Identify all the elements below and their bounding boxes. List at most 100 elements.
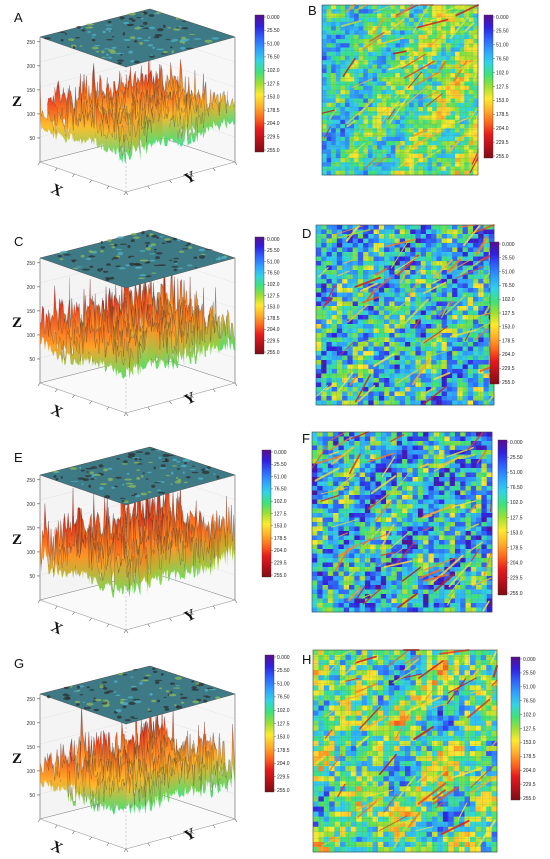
heatmap-cell xyxy=(386,94,392,99)
top-texture-spot xyxy=(100,250,104,253)
top-texture-spot xyxy=(119,497,126,499)
heatmap-cell xyxy=(418,170,424,176)
top-texture-spot xyxy=(131,457,140,458)
heatmap-cell xyxy=(465,490,472,496)
surface-mesh-line xyxy=(105,509,192,571)
heatmap-cell xyxy=(352,378,359,383)
colorbar-tick-label: 0.000 xyxy=(502,242,515,248)
heatmap-cell xyxy=(478,396,484,401)
heatmap-cell xyxy=(375,463,382,469)
heatmap-cell xyxy=(375,481,382,487)
heatmap-cell xyxy=(338,459,345,464)
heatmap-cell xyxy=(349,499,355,505)
heatmap-cell xyxy=(389,265,395,271)
heatmap-cell xyxy=(395,26,401,31)
heatmap-cell xyxy=(412,567,419,572)
heatmap-cell xyxy=(404,94,410,99)
top-texture-spot xyxy=(194,267,198,269)
heatmap-cell xyxy=(326,166,332,172)
heatmap-cell xyxy=(359,517,366,523)
y-tick xyxy=(125,191,129,196)
heatmap-cell xyxy=(457,283,463,289)
heatmap-cell xyxy=(445,22,451,27)
top-texture-spot xyxy=(181,27,189,30)
heatmap-cell xyxy=(372,119,378,125)
heatmap-cell xyxy=(449,558,456,563)
heatmap-cell xyxy=(420,346,427,352)
heatmap-cell xyxy=(338,504,345,509)
heatmap-cell xyxy=(386,34,392,40)
heatmap-cell xyxy=(455,132,460,138)
heatmap-cell xyxy=(449,576,456,581)
heatmap-cell xyxy=(415,225,422,230)
heatmap-cell xyxy=(417,499,424,505)
heatmap-cell xyxy=(415,396,422,401)
heatmap-cell xyxy=(441,9,447,14)
heatmap-cell xyxy=(394,261,401,266)
heatmap-cell xyxy=(468,17,474,23)
top-texture-spot xyxy=(125,264,131,267)
heatmap-cell xyxy=(409,47,415,53)
heatmap-cell xyxy=(432,107,438,112)
heatmap-cell xyxy=(326,256,333,262)
heatmap-cell xyxy=(389,315,395,320)
heatmap-cell xyxy=(481,531,487,536)
heatmap-cell xyxy=(378,369,385,374)
heatmap-cell xyxy=(372,111,378,116)
heatmap-cell xyxy=(335,158,341,163)
heatmap-cell xyxy=(335,94,341,99)
heatmap-cell xyxy=(327,567,334,572)
heatmap-cell xyxy=(354,576,360,581)
heatmap-cell xyxy=(441,324,448,329)
heatmap-cell xyxy=(372,34,378,40)
heatmap-cell xyxy=(354,499,360,505)
heatmap-cell xyxy=(400,132,405,138)
heatmap-cell xyxy=(370,495,376,500)
heatmap-cell xyxy=(467,292,474,298)
top-texture-spot xyxy=(180,46,186,50)
heatmap-cell xyxy=(316,301,322,307)
heatmap-cell xyxy=(460,477,466,482)
heatmap-cell xyxy=(459,5,465,10)
heatmap-cell xyxy=(422,73,428,78)
heatmap-cell xyxy=(460,472,466,478)
heatmap-cell xyxy=(352,292,359,298)
heatmap-cell xyxy=(418,26,424,31)
y-tick xyxy=(125,848,129,853)
heatmap-cell xyxy=(378,373,385,379)
heatmap-cell xyxy=(377,68,382,74)
heatmap-cell xyxy=(413,81,419,87)
colorbar-tick-label: 51.00 xyxy=(267,259,280,265)
top-texture-spot xyxy=(157,28,164,32)
heatmap-cell xyxy=(333,553,339,559)
heatmap-cell xyxy=(384,234,390,239)
heatmap-cell xyxy=(391,535,397,541)
heatmap-cell xyxy=(457,400,463,406)
heatmap-cell xyxy=(464,149,470,155)
top-texture-spot xyxy=(131,494,136,497)
heatmap-cell xyxy=(321,243,327,248)
heatmap-cell xyxy=(399,279,406,284)
heatmap-cell xyxy=(344,94,350,99)
heatmap-cell xyxy=(333,531,339,536)
heatmap-cell xyxy=(322,107,327,112)
heatmap-cell xyxy=(459,26,465,31)
heatmap-cell xyxy=(384,369,390,374)
heatmap-cell xyxy=(470,531,477,536)
heatmap-cell xyxy=(468,94,474,99)
heatmap-cell xyxy=(321,306,327,311)
colorbar-tick-label: 178.5 xyxy=(267,316,280,322)
heatmap-cell xyxy=(316,270,322,275)
heatmap-cell xyxy=(407,513,413,518)
heatmap-cell xyxy=(415,369,422,374)
heatmap-cell xyxy=(423,508,429,514)
heatmap-cell xyxy=(449,436,456,442)
top-texture-spot xyxy=(177,267,184,270)
heatmap-cell xyxy=(331,17,337,23)
heatmap-cell xyxy=(488,234,495,239)
heatmap-cell xyxy=(322,436,329,442)
heatmap-cell xyxy=(399,319,406,325)
heatmap-cell xyxy=(331,26,337,31)
heatmap-cell xyxy=(372,102,378,108)
